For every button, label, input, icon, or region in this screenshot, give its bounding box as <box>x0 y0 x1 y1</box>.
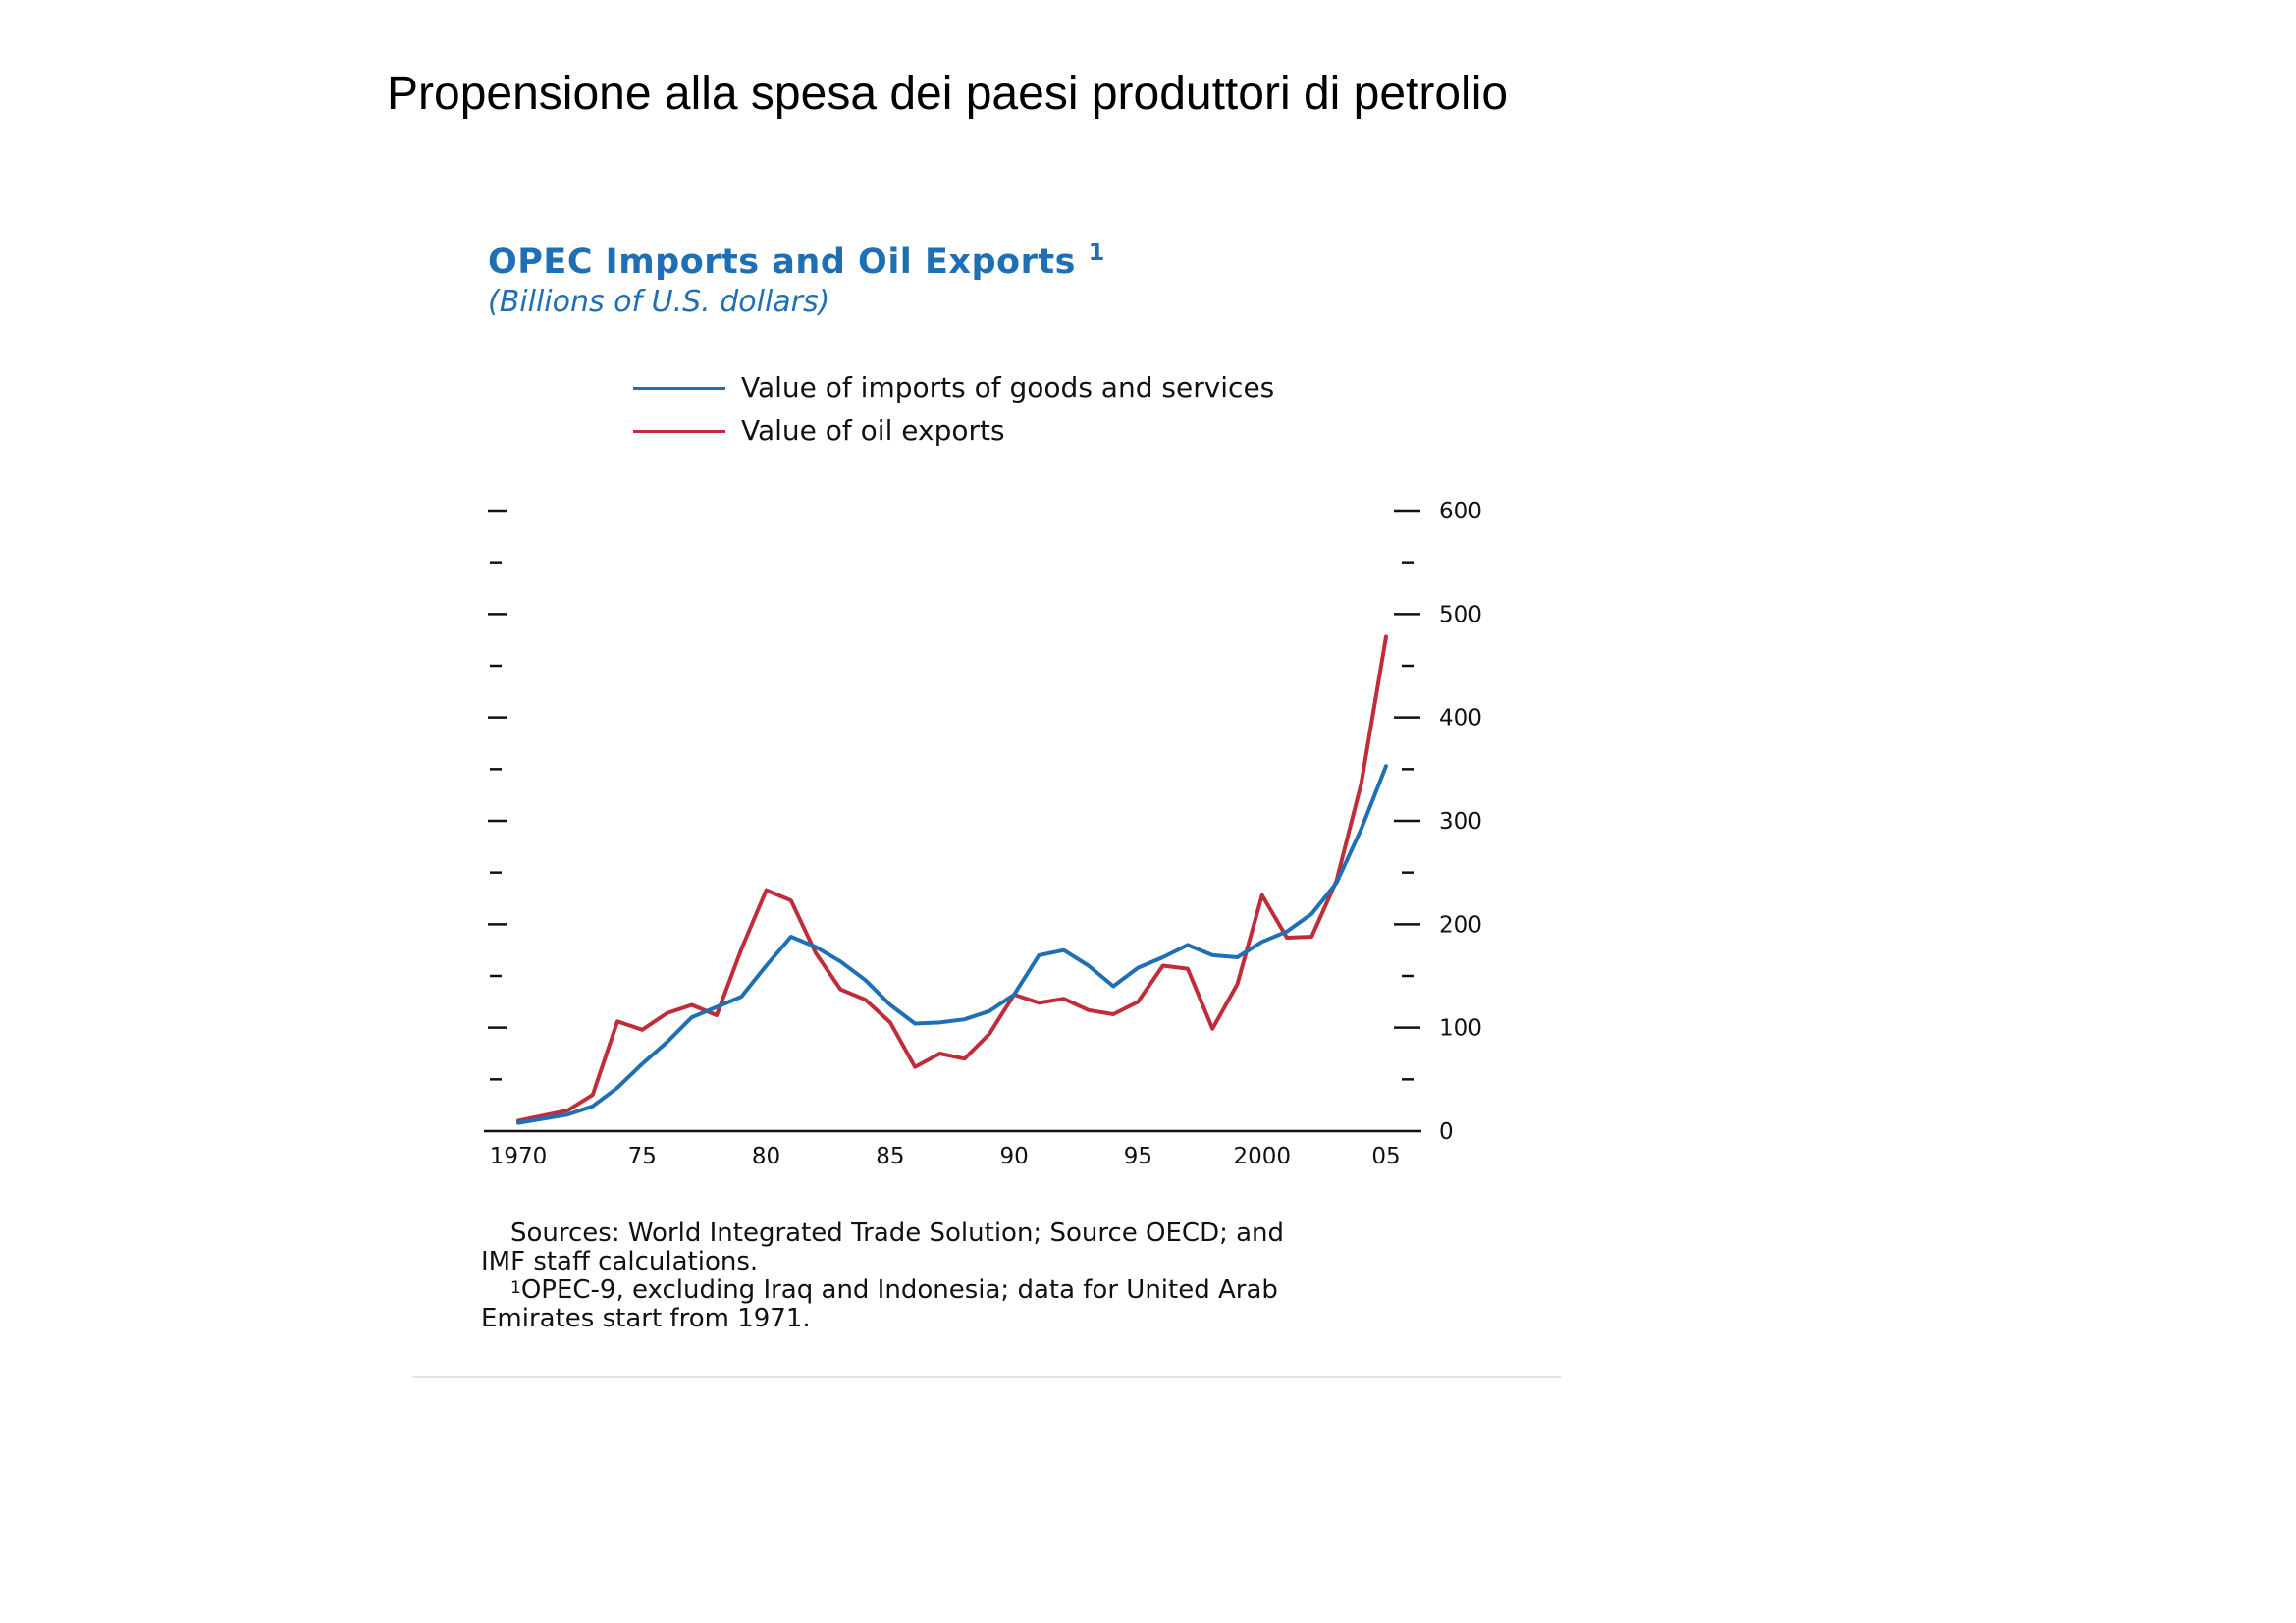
y-tick-label: 600 <box>1439 499 1482 524</box>
x-tick-label: 80 <box>752 1144 780 1169</box>
y-tick-label: 300 <box>1439 809 1482 835</box>
sources-line-2: IMF staff calculations. <box>481 1247 759 1276</box>
legend-swatch-oil-exports <box>633 430 725 433</box>
y-tick-label: 200 <box>1439 912 1482 938</box>
x-tick-label: 75 <box>628 1144 657 1169</box>
x-tick-label: 90 <box>1000 1144 1029 1169</box>
x-tick-label: 1970 <box>490 1144 548 1169</box>
x-tick-label: 95 <box>1124 1144 1152 1169</box>
chart-title: OPEC Imports and Oil Exports 1 <box>488 239 1105 282</box>
chart-notes: Sources: World Integrated Trade Solution… <box>481 1219 1463 1333</box>
series-line-imports <box>516 764 1388 1125</box>
footnote-line-2: Emirates start from 1971. <box>481 1304 811 1333</box>
x-tick-label: 05 <box>1371 1144 1400 1169</box>
series-line-oil-exports <box>516 634 1388 1123</box>
x-tick-label: 2000 <box>1233 1144 1291 1169</box>
bottom-divider <box>412 1376 1561 1378</box>
legend-label-oil-exports: Value of oil exports <box>741 414 1005 447</box>
legend-label-imports: Value of imports of goods and services <box>741 371 1275 404</box>
y-tick-label: 500 <box>1439 602 1482 627</box>
y-tick-label: 400 <box>1439 706 1482 731</box>
page-title: Propensione alla spesa dei paesi produtt… <box>387 68 1509 120</box>
y-tick-label: 100 <box>1439 1016 1482 1042</box>
chart-subtitle: (Billions of U.S. dollars) <box>488 285 830 319</box>
chart-title-text: OPEC Imports and Oil Exports <box>488 243 1076 282</box>
footnote-marker: 1 <box>510 1278 521 1298</box>
y-tick-label: 0 <box>1439 1119 1454 1145</box>
sources-line-1: Sources: World Integrated Trade Solution… <box>510 1218 1285 1248</box>
x-tick-label: 85 <box>876 1144 904 1169</box>
legend-swatch-imports <box>633 387 725 390</box>
footnote-line-1-text: OPEC-9, excluding Iraq and Indonesia; da… <box>520 1275 1278 1305</box>
chart-title-footnote: 1 <box>1088 239 1105 266</box>
footnote-line-1: 1OPEC-9, excluding Iraq and Indonesia; d… <box>481 1276 1463 1305</box>
